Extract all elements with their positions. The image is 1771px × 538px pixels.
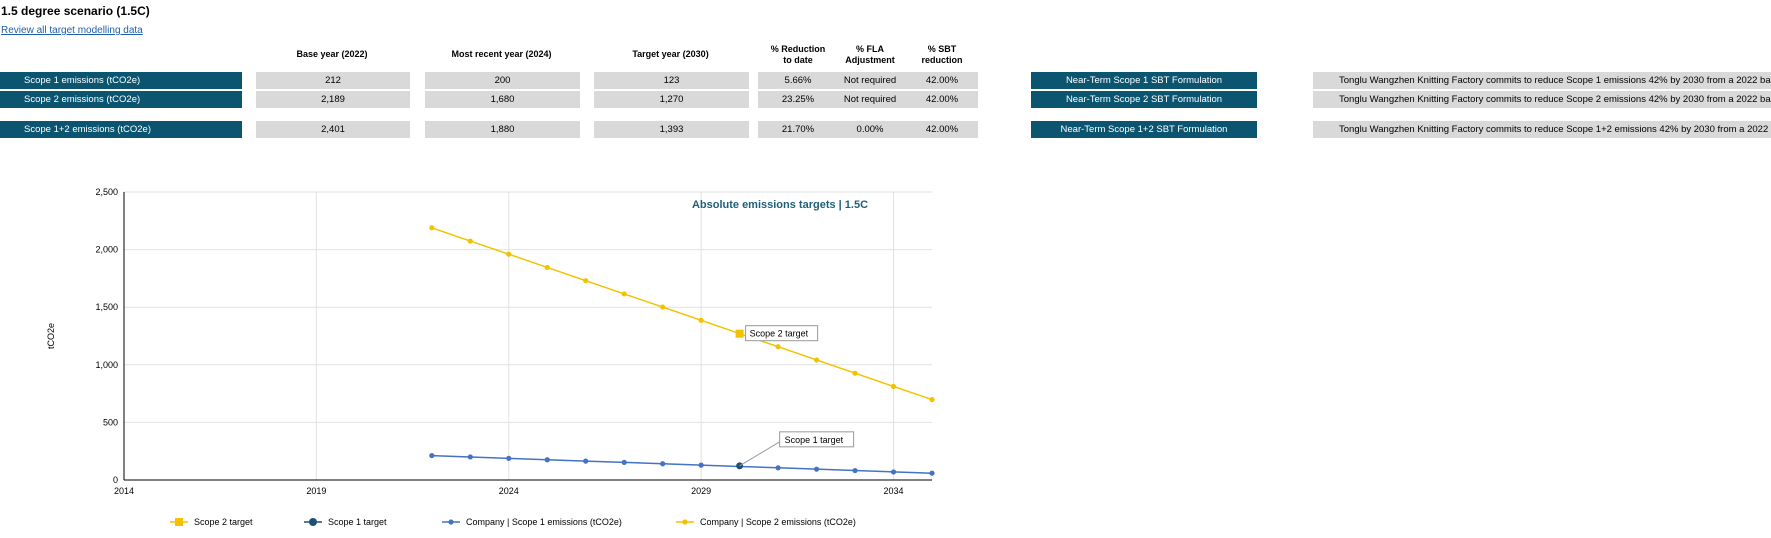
row-label-scope12: Scope 1+2 emissions (tCO2e) xyxy=(0,121,242,138)
header-sbt-line2: reduction xyxy=(921,55,963,65)
scope2-sbt-formulation-button[interactable]: Near-Term Scope 2 SBT Formulation xyxy=(1031,91,1257,108)
cell-scope2-metrics-bg xyxy=(758,91,978,108)
scope1-target-callout-box xyxy=(779,431,855,448)
cell-scope1-base: 212 xyxy=(256,72,410,89)
cell-scope1-recent: 200 xyxy=(425,72,580,89)
cell-scope1-reduction-value: 5.66% xyxy=(758,72,838,89)
cell-scope1-target: 123 xyxy=(594,72,749,89)
legend-label: Company | Scope 1 emissions (tCO2e) xyxy=(466,517,622,527)
scope2-target-callout: Scope 2 target xyxy=(750,329,809,339)
cell-scope12-sbt: 42.00% xyxy=(925,124,959,135)
y-tick-label: 2,500 xyxy=(95,187,118,197)
data-point xyxy=(775,465,781,471)
cell-scope2-reduction: 23.25% xyxy=(781,94,815,105)
header-sbt: % SBT reduction xyxy=(902,44,982,66)
page-title: 1.5 degree scenario (1.5C) xyxy=(1,4,150,18)
scope1-commitment-text: Tonglu Wangzhen Knitting Factory commits… xyxy=(1313,72,1771,89)
cell-scope12-reduction: 21.70% xyxy=(781,124,815,135)
data-point xyxy=(890,383,897,390)
row-label-scope1: Scope 1 emissions (tCO2e) xyxy=(0,72,242,89)
data-point xyxy=(852,370,858,376)
data-point xyxy=(890,469,897,475)
legend-marker-square xyxy=(175,518,183,526)
scope12-sbt-formulation-button[interactable]: Near-Term Scope 1+2 SBT Formulation xyxy=(1031,121,1257,138)
data-point xyxy=(813,357,820,363)
header-reduction-line1: % Reduction xyxy=(770,44,826,54)
y-tick-label: 500 xyxy=(103,417,118,427)
data-point xyxy=(583,458,589,464)
header-sbt-line1: % SBT xyxy=(927,44,957,54)
data-point xyxy=(698,462,704,468)
scope1-sbt-formulation-button[interactable]: Near-Term Scope 1 SBT Formulation xyxy=(1031,72,1257,89)
scope2-commitment-text: Tonglu Wangzhen Knitting Factory commits… xyxy=(1313,91,1771,108)
y-tick-label: 1,500 xyxy=(95,302,118,312)
cell-scope12-base: 2,401 xyxy=(256,121,410,138)
data-point xyxy=(852,467,858,474)
x-tick-label: 2019 xyxy=(306,486,326,496)
legend-marker-circle xyxy=(682,519,688,525)
y-tick-label: 1,000 xyxy=(95,360,118,370)
header-target-year: Target year (2030) xyxy=(632,49,709,59)
cell-scope2-target: 1,270 xyxy=(594,91,749,108)
review-modelling-data-link[interactable]: Review all target modelling data xyxy=(1,25,143,36)
data-point xyxy=(429,452,435,459)
legend-marker-circle xyxy=(448,519,454,525)
x-tick-label: 2014 xyxy=(114,486,134,496)
emissions-chart: 0 500 1,000 1,500 2,000 2,500 2014 2019 2024 2029… xyxy=(46,187,935,527)
legend-label: Scope 1 target xyxy=(328,517,387,527)
scope12-commitment-text: Tonglu Wangzhen Knitting Factory commits… xyxy=(1313,121,1771,138)
legend-marker-circle xyxy=(309,518,317,526)
series-line-1 xyxy=(431,227,933,401)
legend-label: Company | Scope 2 emissions (tCO2e) xyxy=(700,517,856,527)
cell-scope12-fla: 0.00% xyxy=(856,124,884,135)
cell-scope12-recent: 1,880 xyxy=(425,121,580,138)
header-recent-year: Most recent year (2024) xyxy=(451,49,552,59)
data-point xyxy=(506,455,512,461)
legend-label: Scope 2 target xyxy=(194,517,253,527)
cell-scope2-sbt: 42.00% xyxy=(925,94,959,105)
scope1-target-callout-leader xyxy=(739,441,780,467)
data-point xyxy=(621,291,627,297)
data-point xyxy=(813,466,820,472)
data-point xyxy=(929,396,935,403)
cell-scope1-sbt: 42.00% xyxy=(925,75,959,86)
scope1-target-callout: Scope 1 target xyxy=(785,435,844,445)
cell-scope2-fla: Not required xyxy=(843,94,897,105)
cell-scope2-recent: 1,680 xyxy=(425,91,580,108)
header-reduction-line2: to date xyxy=(783,55,813,65)
header-fla: % FLA Adjustment xyxy=(830,44,910,66)
y-axis-label: tCO2e xyxy=(46,323,56,349)
data-point xyxy=(775,344,781,350)
header-fla-line2: Adjustment xyxy=(845,55,895,65)
data-point xyxy=(698,317,704,323)
data-point xyxy=(660,304,666,310)
cell-scope1-fla: Not required xyxy=(843,75,897,86)
cell-scope12-target: 1,393 xyxy=(594,121,749,138)
data-point xyxy=(429,225,435,231)
header-base-year: Base year (2022) xyxy=(296,49,368,59)
row-label-scope2: Scope 2 emissions (tCO2e) xyxy=(0,91,242,108)
data-point xyxy=(583,278,589,284)
header-fla-line1: % FLA xyxy=(856,44,884,54)
data-point xyxy=(660,461,666,467)
x-tick-label: 2024 xyxy=(499,486,519,496)
data-point xyxy=(621,459,627,465)
data-point xyxy=(544,457,550,463)
series-line-0 xyxy=(431,454,933,474)
y-tick-label: 2,000 xyxy=(95,245,118,255)
x-tick-label: 2034 xyxy=(884,486,904,496)
chart-title: Absolute emissions targets | 1.5C xyxy=(692,199,868,211)
scope2-target-marker xyxy=(735,329,744,338)
cell-scope2-base: 2,189 xyxy=(256,91,410,108)
data-point xyxy=(467,238,473,244)
data-point xyxy=(506,251,512,257)
x-tick-label: 2029 xyxy=(691,486,711,496)
data-point xyxy=(544,264,550,271)
data-point xyxy=(929,470,935,476)
y-tick-label: 0 xyxy=(113,475,118,485)
scope2-target-callout-box xyxy=(745,325,819,342)
cell-scope12-metrics-bg xyxy=(758,121,978,138)
data-point xyxy=(467,454,473,460)
header-reduction: % Reduction to date xyxy=(758,44,838,66)
